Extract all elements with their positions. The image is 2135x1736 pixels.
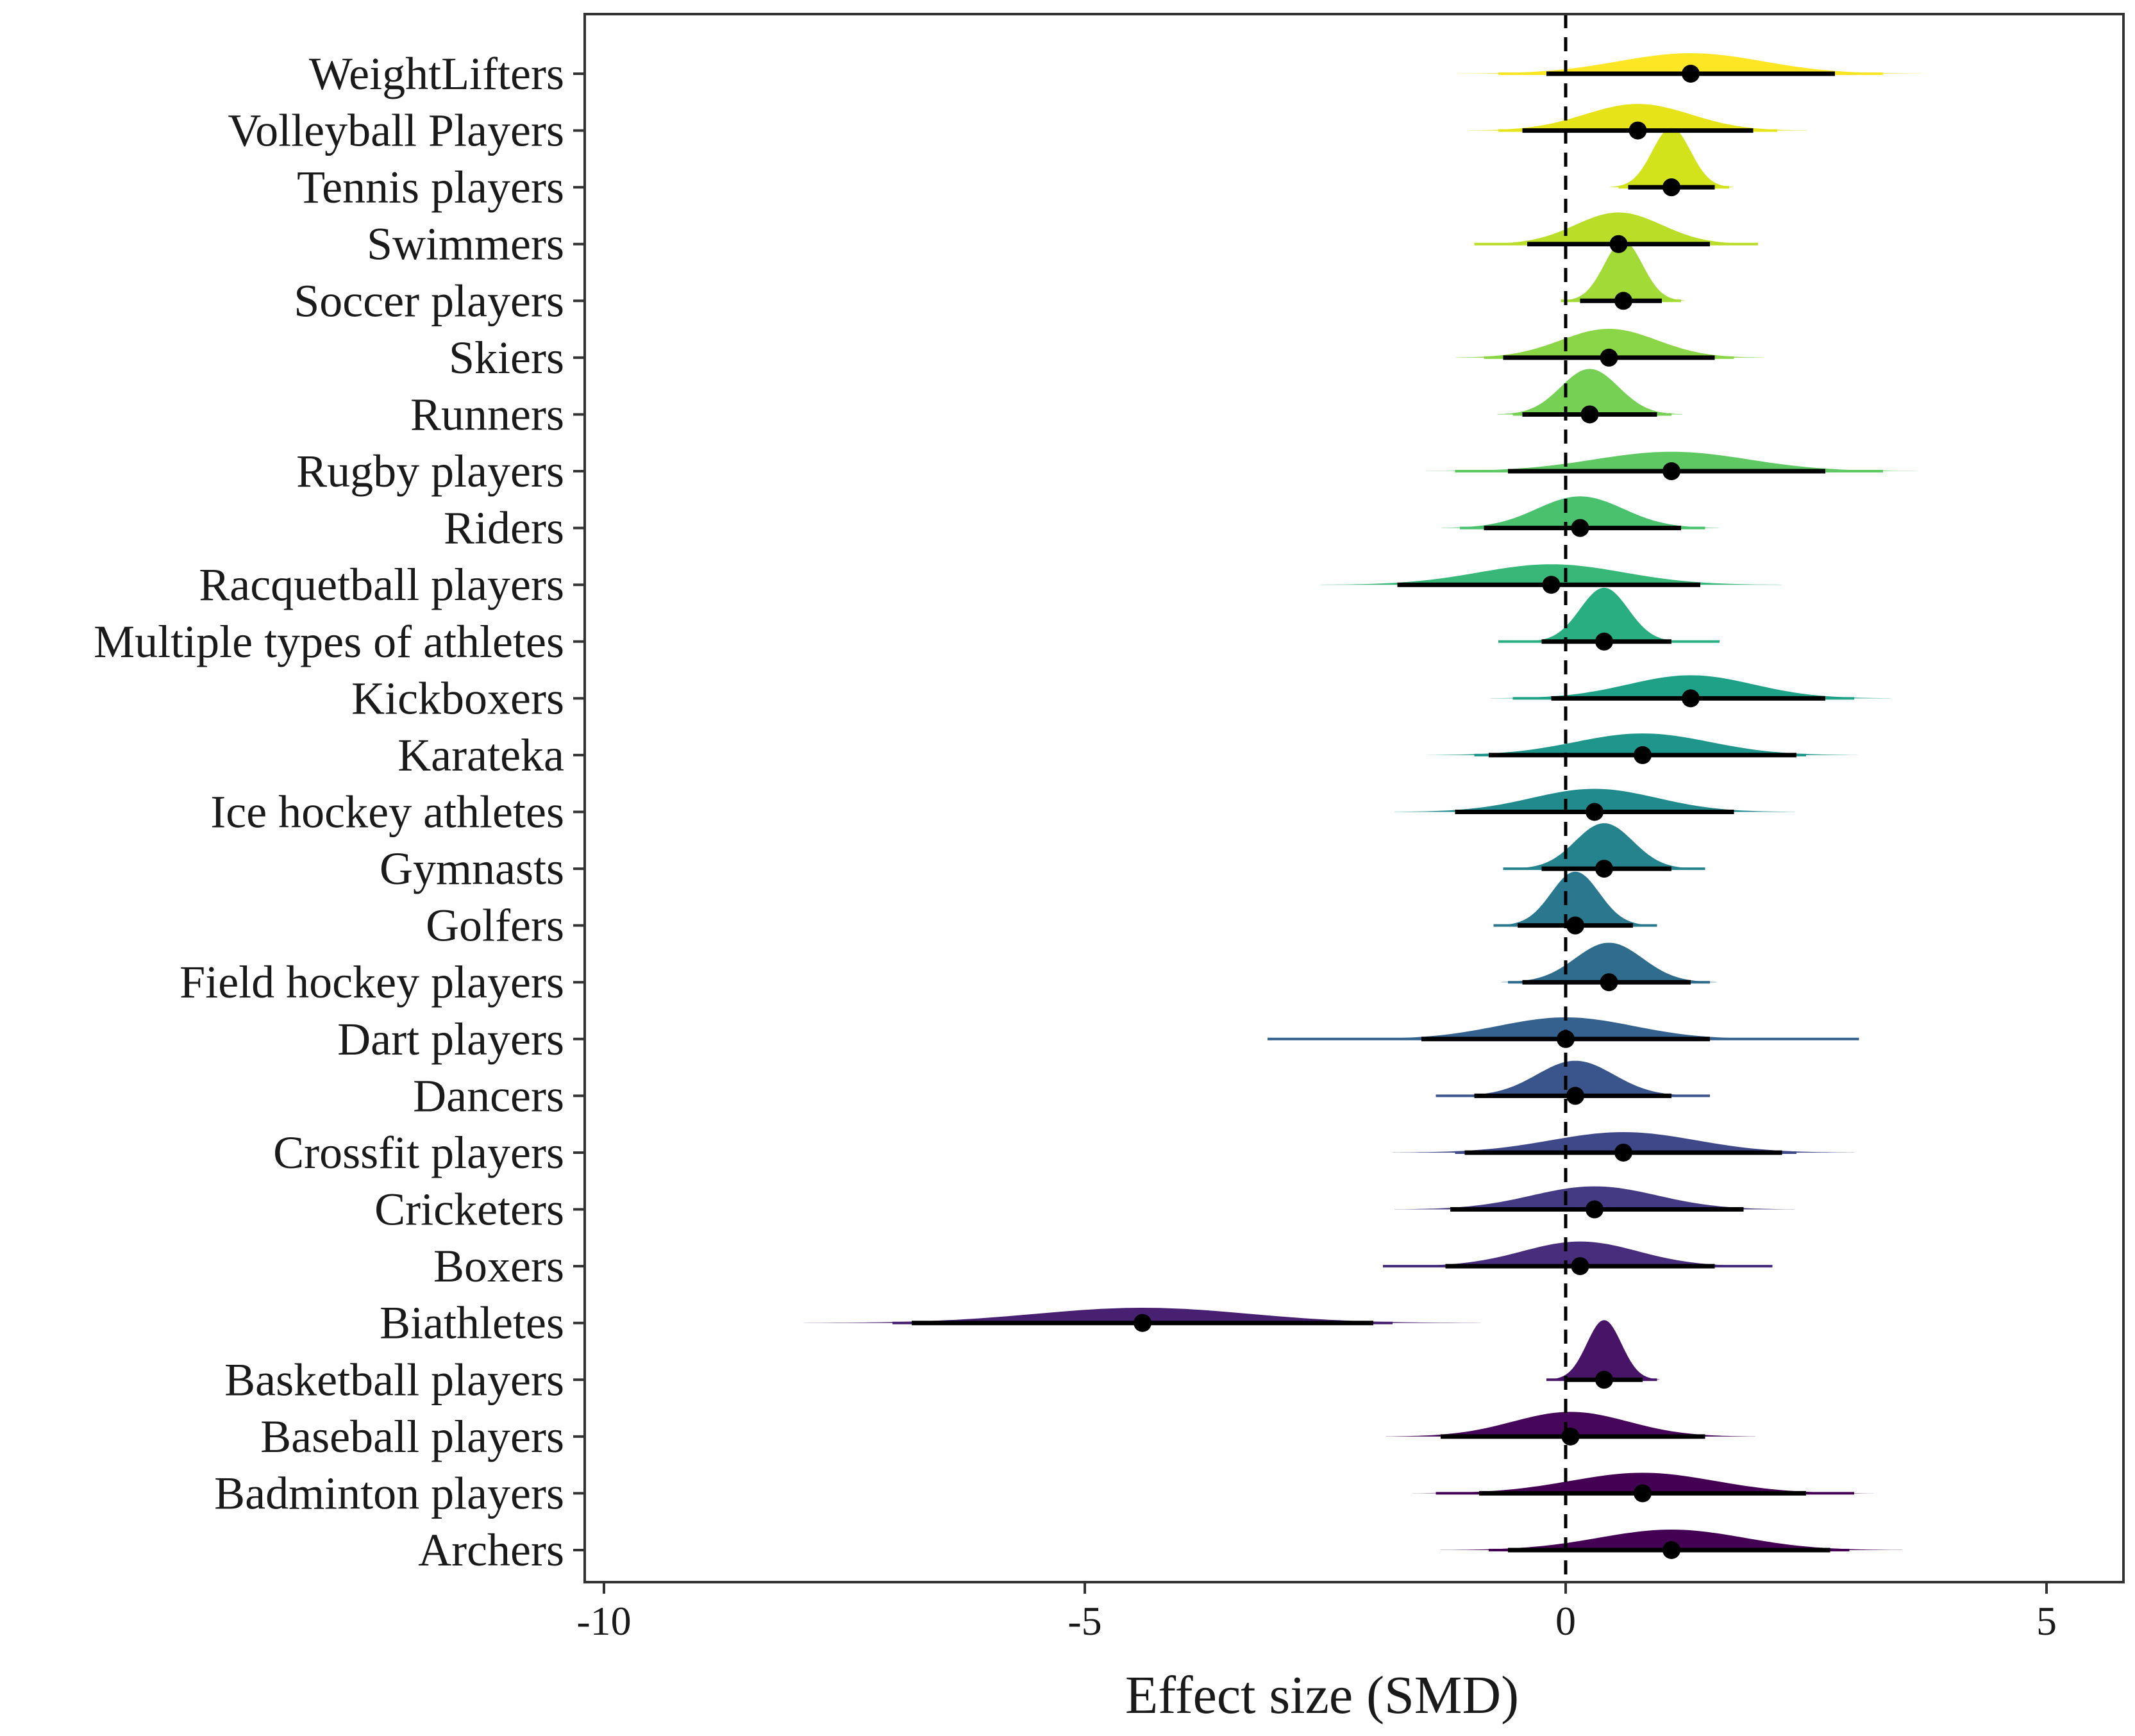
point-dart-players: [1557, 1030, 1575, 1048]
density-rugby-players: [1425, 451, 1918, 472]
category-label-basketball-players: Basketball players: [224, 1354, 564, 1405]
point-golfers: [1566, 916, 1584, 935]
density-golfers: [1498, 871, 1652, 926]
point-cricketers: [1586, 1200, 1603, 1219]
point-badminton-players: [1634, 1484, 1652, 1503]
density-soccer-players: [1562, 241, 1685, 301]
category-label-skiers: Skiers: [449, 332, 564, 383]
density-baseball-players: [1386, 1412, 1755, 1437]
x-axis-title: Effect size (SMD): [1125, 1665, 1519, 1725]
x-tick-label: 0: [1555, 1598, 1576, 1644]
x-axis: -10 -5 0 5: [576, 1582, 2057, 1644]
category-label-golfers: Golfers: [426, 900, 564, 951]
point-basketball-players: [1595, 1371, 1613, 1389]
density-volleyball-players: [1468, 104, 1807, 131]
point-ice-hockey-athletes: [1586, 803, 1603, 821]
category-label-boxers: Boxers: [433, 1240, 564, 1292]
x-tick-label: -10: [576, 1598, 631, 1644]
density-runners: [1497, 369, 1682, 415]
category-label-kickboxers: Kickboxers: [351, 672, 564, 724]
density-riders: [1441, 496, 1719, 528]
point-biathletes: [1134, 1314, 1151, 1332]
category-label-archers: Archers: [418, 1524, 564, 1576]
density-weightlifters: [1460, 53, 1922, 74]
density-dart-players: [1350, 1017, 1781, 1039]
point-layer: [1134, 65, 1700, 1559]
density-ice-hockey-athletes: [1394, 789, 1795, 812]
point-baseball-players: [1561, 1427, 1580, 1446]
density-archers: [1441, 1530, 1902, 1550]
category-label-crossfit-players: Crossfit players: [273, 1127, 564, 1178]
density-badminton-players: [1412, 1473, 1873, 1494]
density-skiers: [1455, 328, 1763, 358]
category-label-rugby-players: Rugby players: [296, 446, 564, 497]
category-label-baseball-players: Baseball players: [260, 1411, 564, 1462]
category-label-soccer-players: Soccer players: [294, 275, 564, 326]
plot-panel-border: [583, 13, 2125, 1583]
category-label-gymnasts: Gymnasts: [380, 843, 564, 894]
point-skiers: [1600, 348, 1618, 367]
point-rugby-players: [1662, 462, 1680, 481]
category-label-karateka: Karateka: [398, 730, 564, 781]
category-label-swimmers: Swimmers: [367, 219, 564, 270]
point-field-hockey-players: [1600, 973, 1618, 992]
point-riders: [1571, 519, 1589, 537]
density-cricketers: [1394, 1186, 1795, 1210]
density-crossfit-players: [1393, 1132, 1854, 1153]
density-field-hockey-players: [1501, 942, 1717, 983]
density-layer: [804, 53, 1922, 1550]
point-volleyball-players: [1628, 121, 1647, 140]
category-label-biathletes: Biathletes: [380, 1298, 564, 1349]
point-weightlifters: [1682, 65, 1700, 83]
category-label-field-hockey-players: Field hockey players: [180, 956, 564, 1008]
point-multiple-types-of-athletes: [1595, 632, 1613, 651]
category-label-ice-hockey-athletes: Ice hockey athletes: [210, 787, 564, 838]
point-tennis-players: [1662, 178, 1680, 197]
point-kickboxers: [1682, 689, 1700, 708]
density-boxers: [1395, 1241, 1765, 1267]
point-runners: [1580, 405, 1599, 424]
category-label-multiple-types-of-athletes: Multiple types of athletes: [94, 616, 564, 667]
category-label-riders: Riders: [444, 503, 564, 554]
density-swimmers: [1480, 212, 1757, 244]
x-tick-label: -5: [1068, 1598, 1101, 1644]
density-kickboxers: [1491, 675, 1891, 699]
category-label-volleyball-players: Volleyball Players: [228, 105, 564, 156]
x-tick-label: 5: [2036, 1598, 2057, 1644]
category-label-dancers: Dancers: [413, 1070, 564, 1121]
y-axis-labels: WeightLifters Volleyball Players Tennis pl…: [94, 48, 585, 1576]
density-dancers: [1452, 1060, 1698, 1096]
point-crossfit-players: [1614, 1143, 1632, 1162]
point-swimmers: [1609, 235, 1628, 253]
point-archers: [1662, 1541, 1680, 1559]
category-label-dart-players: Dart players: [337, 1014, 564, 1065]
point-boxers: [1571, 1257, 1589, 1276]
category-label-racquetball-players: Racquetball players: [199, 559, 564, 610]
category-label-badminton-players: Badminton players: [214, 1467, 564, 1519]
density-tennis-players: [1610, 128, 1733, 188]
density-gymnasts: [1512, 823, 1696, 869]
point-gymnasts: [1595, 860, 1613, 878]
density-karateka: [1427, 733, 1858, 755]
category-label-tennis-players: Tennis players: [297, 162, 564, 213]
density-basketball-players: [1548, 1320, 1660, 1380]
point-karateka: [1634, 746, 1652, 764]
category-label-runners: Runners: [410, 388, 564, 440]
category-label-weightlifters: WeightLifters: [309, 48, 564, 99]
density-racquetball-players: [1320, 564, 1782, 585]
category-label-cricketers: Cricketers: [374, 1184, 564, 1235]
point-soccer-players: [1614, 292, 1632, 310]
point-racquetball-players: [1542, 576, 1561, 594]
point-dancers: [1566, 1087, 1584, 1105]
